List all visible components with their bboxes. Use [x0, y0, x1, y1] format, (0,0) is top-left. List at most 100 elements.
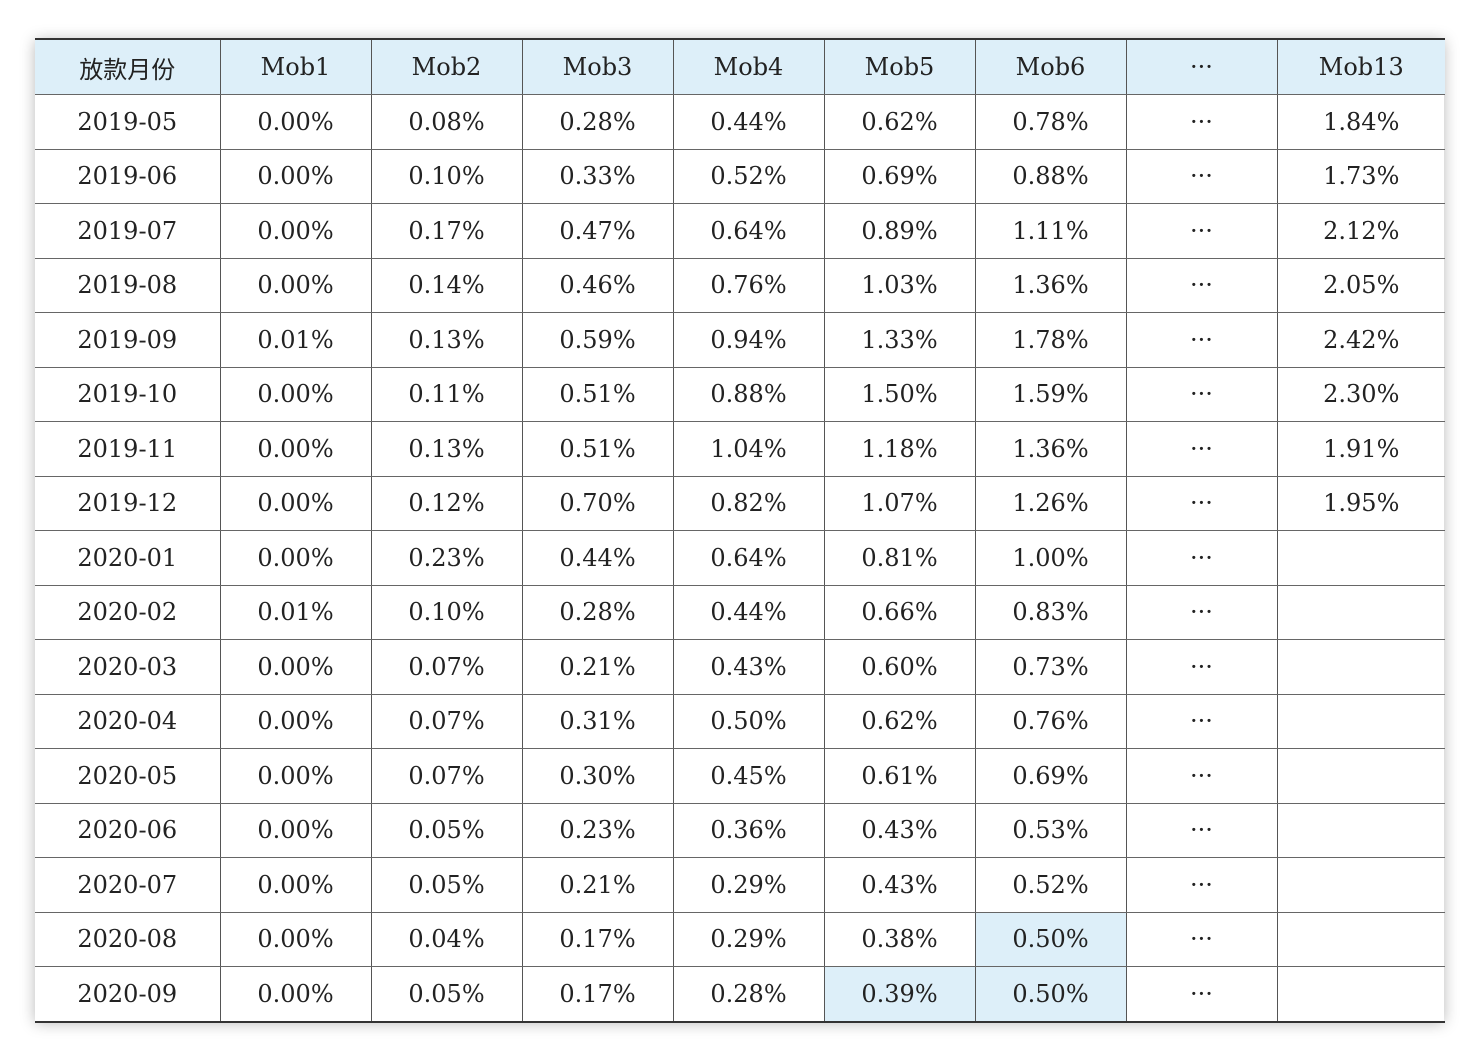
loan-month-cell: 2019-12 [35, 476, 221, 531]
rate-cell: 0.45% [673, 748, 825, 804]
rate-cell: 0.00% [220, 476, 372, 531]
table-row: 2019-05 0.00% 0.08% 0.28% 0.44% 0.62% 0.78% ···… [35, 94, 1445, 150]
rate-cell: 0.23% [522, 803, 674, 858]
rate-cell: 0.00% [220, 694, 372, 749]
rate-cell: 0.28% [522, 94, 674, 150]
table-row: 2019-10 0.00% 0.11% 0.51% 0.88% 1.50% 1.59% ···… [35, 367, 1445, 422]
loan-month-cell: 2019-06 [35, 149, 221, 204]
rate-cell: 0.01% [220, 585, 372, 640]
rate-cell: 2.12% [1277, 203, 1445, 259]
rate-cell: 0.07% [371, 748, 523, 804]
rate-cell [1277, 585, 1445, 640]
table-row: 2020-02 0.01% 0.10% 0.28% 0.44% 0.66% 0.83% ··· [35, 585, 1445, 640]
rate-cell: 0.69% [975, 748, 1127, 804]
rate-cell: 0.14% [371, 258, 523, 313]
vintage-table-frame: 放款月份 Mob1 Mob2 Mob3 Mob4 Mob5 Mob6 ··· Mob13 201… [35, 38, 1445, 1023]
rate-cell: 0.00% [220, 966, 372, 1022]
header-mob6: Mob6 [975, 39, 1127, 95]
rate-cell: 1.00% [975, 530, 1127, 586]
rate-cell [1277, 912, 1445, 967]
ellipsis-cell: ··· [1126, 530, 1278, 586]
rate-cell: 0.59% [522, 312, 674, 368]
rate-cell: 0.43% [673, 639, 825, 695]
rate-cell: 0.62% [824, 694, 976, 749]
loan-month-cell: 2020-07 [35, 857, 221, 913]
table-row: 2020-08 0.00% 0.04% 0.17% 0.29% 0.38% 0.50% ··· [35, 912, 1445, 967]
rate-cell: 0.13% [371, 312, 523, 368]
rate-cell: 2.30% [1277, 367, 1445, 422]
rate-cell: 0.50% [673, 694, 825, 749]
rate-cell: 0.28% [522, 585, 674, 640]
ellipsis-cell: ··· [1126, 312, 1278, 368]
rate-cell: 0.70% [522, 476, 674, 531]
ellipsis-cell: ··· [1126, 258, 1278, 313]
rate-cell: 0.38% [824, 912, 976, 967]
rate-cell: 1.04% [673, 421, 825, 477]
rate-cell: 0.00% [220, 367, 372, 422]
ellipsis-cell: ··· [1126, 476, 1278, 531]
rate-cell: 0.29% [673, 857, 825, 913]
header-row: 放款月份 Mob1 Mob2 Mob3 Mob4 Mob5 Mob6 ··· Mob13 [35, 39, 1445, 95]
table-row: 2019-08 0.00% 0.14% 0.46% 0.76% 1.03% 1.36% ···… [35, 258, 1445, 313]
rate-cell: 1.50% [824, 367, 976, 422]
header-loan-month: 放款月份 [35, 39, 221, 95]
rate-cell: 0.50% [975, 912, 1127, 967]
rate-cell [1277, 857, 1445, 913]
rate-cell: 0.00% [220, 149, 372, 204]
rate-cell: 0.21% [522, 857, 674, 913]
vintage-table: 放款月份 Mob1 Mob2 Mob3 Mob4 Mob5 Mob6 ··· Mob13 201… [35, 38, 1445, 1023]
rate-cell: 0.29% [673, 912, 825, 967]
rate-cell: 0.52% [975, 857, 1127, 913]
rate-cell: 0.69% [824, 149, 976, 204]
rate-cell: 0.23% [371, 530, 523, 586]
rate-cell: 0.10% [371, 149, 523, 204]
loan-month-cell: 2019-05 [35, 94, 221, 150]
table-row: 2020-07 0.00% 0.05% 0.21% 0.29% 0.43% 0.52% ··· [35, 857, 1445, 913]
rate-cell: 0.81% [824, 530, 976, 586]
table-row: 2020-09 0.00% 0.05% 0.17% 0.28% 0.39% 0.50% ··· [35, 966, 1445, 1022]
loan-month-cell: 2020-05 [35, 748, 221, 804]
rate-cell: 1.26% [975, 476, 1127, 531]
rate-cell: 1.59% [975, 367, 1127, 422]
rate-cell: 1.33% [824, 312, 976, 368]
rate-cell: 1.84% [1277, 94, 1445, 150]
rate-cell: 0.73% [975, 639, 1127, 695]
rate-cell: 0.83% [975, 585, 1127, 640]
header-mob5: Mob5 [824, 39, 976, 95]
table-row: 2019-11 0.00% 0.13% 0.51% 1.04% 1.18% 1.36% ···… [35, 421, 1445, 477]
rate-cell: 0.05% [371, 857, 523, 913]
loan-month-cell: 2020-06 [35, 803, 221, 858]
rate-cell [1277, 748, 1445, 804]
rate-cell: 0.00% [220, 421, 372, 477]
rate-cell: 0.11% [371, 367, 523, 422]
rate-cell: 2.42% [1277, 312, 1445, 368]
rate-cell [1277, 967, 1445, 1022]
ellipsis-cell: ··· [1126, 149, 1278, 204]
rate-cell: 0.46% [522, 258, 674, 313]
header-mob3: Mob3 [522, 39, 674, 95]
table-row: 2019-06 0.00% 0.10% 0.33% 0.52% 0.69% 0.88% ···… [35, 149, 1445, 204]
rate-cell: 0.00% [220, 803, 372, 858]
rate-cell [1277, 639, 1445, 695]
rate-cell: 0.13% [371, 421, 523, 477]
rate-cell: 0.44% [673, 585, 825, 640]
table-row: 2020-05 0.00% 0.07% 0.30% 0.45% 0.61% 0.69% ··· [35, 748, 1445, 804]
rate-cell: 0.66% [824, 585, 976, 640]
ellipsis-cell: ··· [1126, 585, 1278, 640]
rate-cell: 0.76% [673, 258, 825, 313]
rate-cell: 0.33% [522, 149, 674, 204]
ellipsis-cell: ··· [1126, 421, 1278, 477]
header-mob4: Mob4 [673, 39, 825, 95]
rate-cell: 0.61% [824, 748, 976, 804]
loan-month-cell: 2020-01 [35, 530, 221, 586]
rate-cell: 0.21% [522, 639, 674, 695]
rate-cell: 1.73% [1277, 149, 1445, 204]
rate-cell: 1.78% [975, 312, 1127, 368]
rate-cell: 0.60% [824, 639, 976, 695]
loan-month-cell: 2020-04 [35, 694, 221, 749]
table-body: 2019-05 0.00% 0.08% 0.28% 0.44% 0.62% 0.78% ···… [35, 94, 1445, 1022]
rate-cell: 2.05% [1277, 258, 1445, 313]
header-mob13: Mob13 [1277, 39, 1445, 95]
rate-cell: 0.53% [975, 803, 1127, 858]
header-mob2: Mob2 [371, 39, 523, 95]
